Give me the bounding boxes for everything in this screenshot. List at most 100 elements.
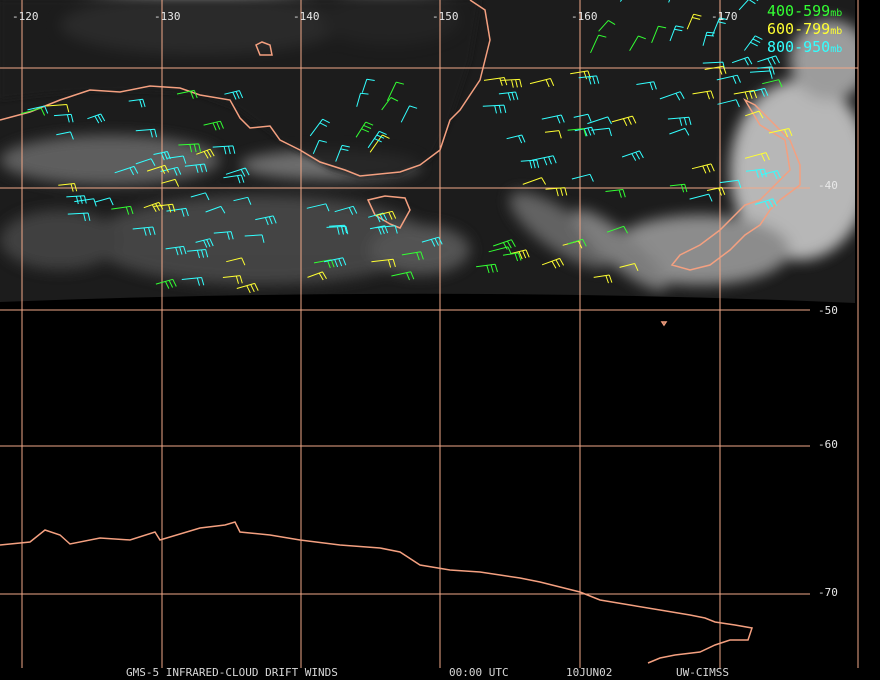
wind-barb (669, 127, 690, 136)
wind-barb (578, 75, 600, 85)
wind-barb (212, 145, 236, 155)
wind-barb (686, 13, 702, 30)
wind-barb (222, 275, 243, 284)
wind-barb (361, 78, 375, 93)
wind-barb (483, 77, 508, 86)
wind-barb (135, 128, 158, 138)
wind-barb (541, 114, 565, 124)
wind-barb (161, 178, 180, 187)
legend-entry: 800-950mb (767, 38, 842, 56)
legend-unit: mb (830, 26, 842, 37)
wind-barb (591, 127, 612, 137)
graticule (0, 0, 859, 668)
longitude-label: -150 (432, 10, 459, 23)
wind-barb (669, 183, 688, 193)
wind-barb (629, 35, 646, 51)
wind-barb (166, 207, 189, 217)
wind-barb (87, 113, 106, 124)
wind-barb (135, 158, 156, 166)
wind-barb (53, 113, 74, 123)
wind-barb (369, 225, 389, 235)
coastline (0, 0, 801, 664)
latitude-label: -60 (818, 438, 838, 451)
wind-barb (356, 92, 369, 107)
wind-barb (762, 79, 783, 88)
wind-barb (233, 196, 252, 205)
wind-barb (498, 91, 519, 101)
wind-barb (46, 104, 70, 113)
wind-barb (567, 238, 587, 247)
cloud-imagery (0, 0, 855, 303)
wind-barb (143, 201, 164, 213)
wind-barb (689, 193, 713, 202)
wind-barb (476, 263, 498, 274)
wind-barb (391, 271, 415, 281)
wind-barb (312, 139, 328, 154)
legend-entry: 400-599mb (767, 2, 842, 20)
wind-barb (754, 198, 778, 209)
legend-range: 600-799 (767, 20, 830, 38)
wind-barb (20, 107, 46, 116)
legend-range: 400-599 (767, 2, 830, 20)
wind-barb (529, 78, 555, 88)
wind-barb (522, 177, 547, 185)
wind-barb (567, 128, 587, 137)
wind-barb (176, 89, 198, 99)
legend-range: 800-950 (767, 38, 830, 56)
wind-barb (56, 131, 74, 140)
wind-barb (244, 234, 265, 243)
wind-barb (619, 263, 639, 272)
wind-barb (482, 104, 507, 114)
wind-barb (593, 274, 613, 284)
longitude-label: -160 (571, 10, 598, 23)
wind-barb (488, 246, 512, 255)
footer-text: GMS-5 INFRARED-CLOUD DRIFT WINDS (126, 666, 338, 679)
wind-barb (757, 66, 775, 75)
wind-barb (716, 74, 741, 84)
wind-barb (236, 282, 259, 294)
wind-barb (196, 148, 215, 159)
wind-barb (587, 116, 612, 125)
wind-barb (659, 91, 685, 101)
footer-text: UW-CIMSS (676, 666, 729, 679)
wind-barb (213, 231, 234, 240)
wind-barb (691, 163, 715, 174)
wind-barb (611, 115, 637, 127)
wind-barb (187, 249, 209, 259)
wind-barbs (20, 0, 793, 294)
wind-barb (400, 105, 418, 123)
wind-barb (226, 257, 246, 266)
wind-barb (760, 170, 782, 180)
wind-barb (224, 90, 244, 100)
wind-barb (153, 151, 171, 161)
wind-barb (155, 278, 177, 289)
wind-barb (506, 134, 526, 144)
wind-barb (146, 164, 170, 174)
wind-barb (692, 90, 715, 100)
wind-barb (313, 259, 335, 269)
wind-barb (375, 210, 397, 220)
wind-barb (531, 155, 557, 166)
wind-barb (67, 212, 91, 222)
latitude-label: -50 (818, 304, 838, 317)
wind-barb (702, 31, 715, 46)
wind-barb (181, 277, 205, 286)
wind-barb (573, 113, 592, 122)
wind-barb (335, 144, 350, 162)
wind-barb (545, 187, 568, 197)
labels: -120 -130 -140 -150 -160 -170 -40 -50 -60 -70 400-… (12, 2, 842, 679)
wind-barb (719, 179, 742, 188)
wind-barb (717, 99, 740, 108)
wind-barb (704, 65, 727, 75)
wind-barb (743, 35, 763, 51)
wind-barb (731, 56, 753, 66)
wind-barb (369, 134, 390, 153)
wind-barb (255, 215, 277, 226)
wind-barb (205, 205, 226, 214)
latitude-label: -40 (818, 179, 838, 192)
wind-barb (745, 110, 764, 119)
footer-text: 10JUN02 (566, 666, 612, 679)
latitude-label: -70 (818, 586, 838, 599)
wind-barb (225, 167, 250, 177)
